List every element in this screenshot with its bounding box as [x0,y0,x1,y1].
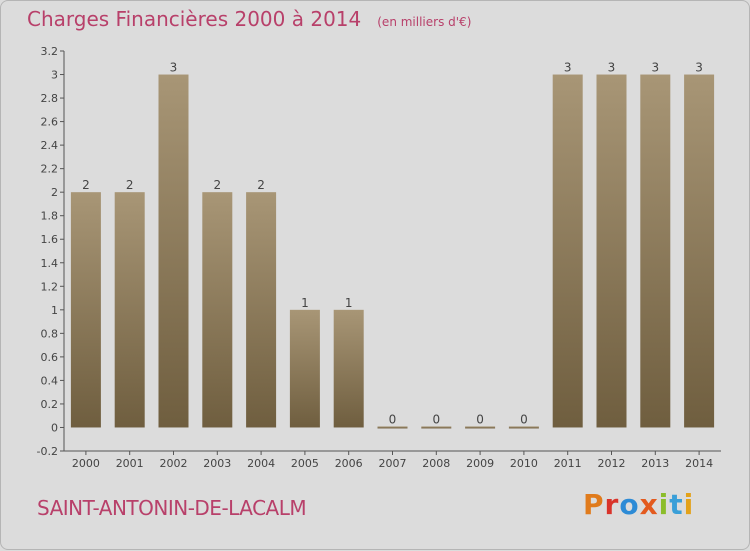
data-label: 3 [170,61,178,75]
y-tick-label: 0.6 [41,351,59,364]
x-tick-label: 2005 [291,457,319,470]
y-tick-label: 3.2 [41,45,59,58]
y-tick-label: 1 [51,304,58,317]
y-tick-label: 0.4 [41,374,59,387]
x-tick-label: 2013 [641,457,669,470]
bar [158,74,189,428]
x-tick-label: 2002 [160,457,188,470]
x-tick-label: 2010 [510,457,538,470]
x-tick-label: 2012 [598,457,626,470]
y-tick-label: 1.2 [41,280,59,293]
x-tick-label: 2004 [247,457,275,470]
data-label: 3 [564,61,572,75]
x-tick-label: 2003 [203,457,231,470]
logo-letter: i [658,488,670,521]
proxiti-logo[interactable]: Proxiti [583,488,694,521]
data-label: 2 [82,178,90,192]
chart-title: Charges Financières 2000 à 2014 (en milli… [27,7,471,31]
y-tick-label: -0.2 [37,445,58,458]
x-tick-label: 2006 [335,457,363,470]
logo-letter: x [639,488,659,521]
bar [114,192,145,428]
y-tick-label: 0.8 [41,327,59,340]
y-tick-label: 2.4 [41,139,59,152]
x-tick-label: 2000 [72,457,100,470]
bar [70,192,101,428]
bar [377,426,408,429]
data-label: 0 [520,412,528,426]
axes: -0.2 0 0.2 0.4 0.6 0.8 1 1.2 1.4 1.6 1.8 2 2.2 2.4 2.6… [37,45,721,470]
x-tick-label: 2009 [466,457,494,470]
data-label: 0 [432,412,440,426]
bar [640,74,671,428]
y-tick-label: 0.2 [41,398,59,411]
data-label: 0 [389,412,397,426]
data-label: 2 [213,178,221,192]
logo-letter: r [604,488,620,521]
logo-letter: t [669,488,684,521]
bar [508,426,539,429]
x-tick-label: 2007 [379,457,407,470]
bar [289,309,320,428]
x-tick-label: 2008 [422,457,450,470]
data-label: 3 [695,61,703,75]
bar [465,426,496,429]
labels: 2 2 3 2 2 1 1 0 0 0 0 3 3 3 3 [82,61,703,427]
bar [202,192,233,428]
bar [684,74,715,428]
x-tick-label: 2011 [554,457,582,470]
y-tick-label: 2.6 [41,116,59,129]
data-label: 0 [476,412,484,426]
bar [246,192,277,428]
x-tick-label: 2001 [116,457,144,470]
bars [70,74,715,429]
y-tick-label: 2.8 [41,92,59,105]
y-tick-label: 2 [51,186,58,199]
y-tick-label: 3 [51,69,58,82]
data-label: 2 [126,178,134,192]
bar [333,309,364,428]
x-tick-label: 2014 [685,457,713,470]
y-tick-label: 1.8 [41,210,59,223]
bar [596,74,627,428]
unit-label: (en milliers d'€) [377,15,472,29]
bar [421,426,452,429]
data-label: 3 [651,61,659,75]
logo-letter: o [619,488,640,521]
logo-letter: i [683,488,695,521]
bar [552,74,583,428]
y-tick-label: 1.4 [41,257,59,270]
commune-name: SAINT-ANTONIN-DE-LACALM [37,496,307,520]
y-tick-label: 2.2 [41,163,59,176]
data-label: 3 [608,61,616,75]
data-label: 1 [301,296,309,310]
title-text: Charges Financières 2000 à 2014 [27,7,362,31]
y-tick-label: 1.6 [41,233,59,246]
y-tick-label: 0 [51,421,58,434]
logo-letter: P [583,488,605,521]
data-label: 2 [257,178,265,192]
data-label: 1 [345,296,353,310]
